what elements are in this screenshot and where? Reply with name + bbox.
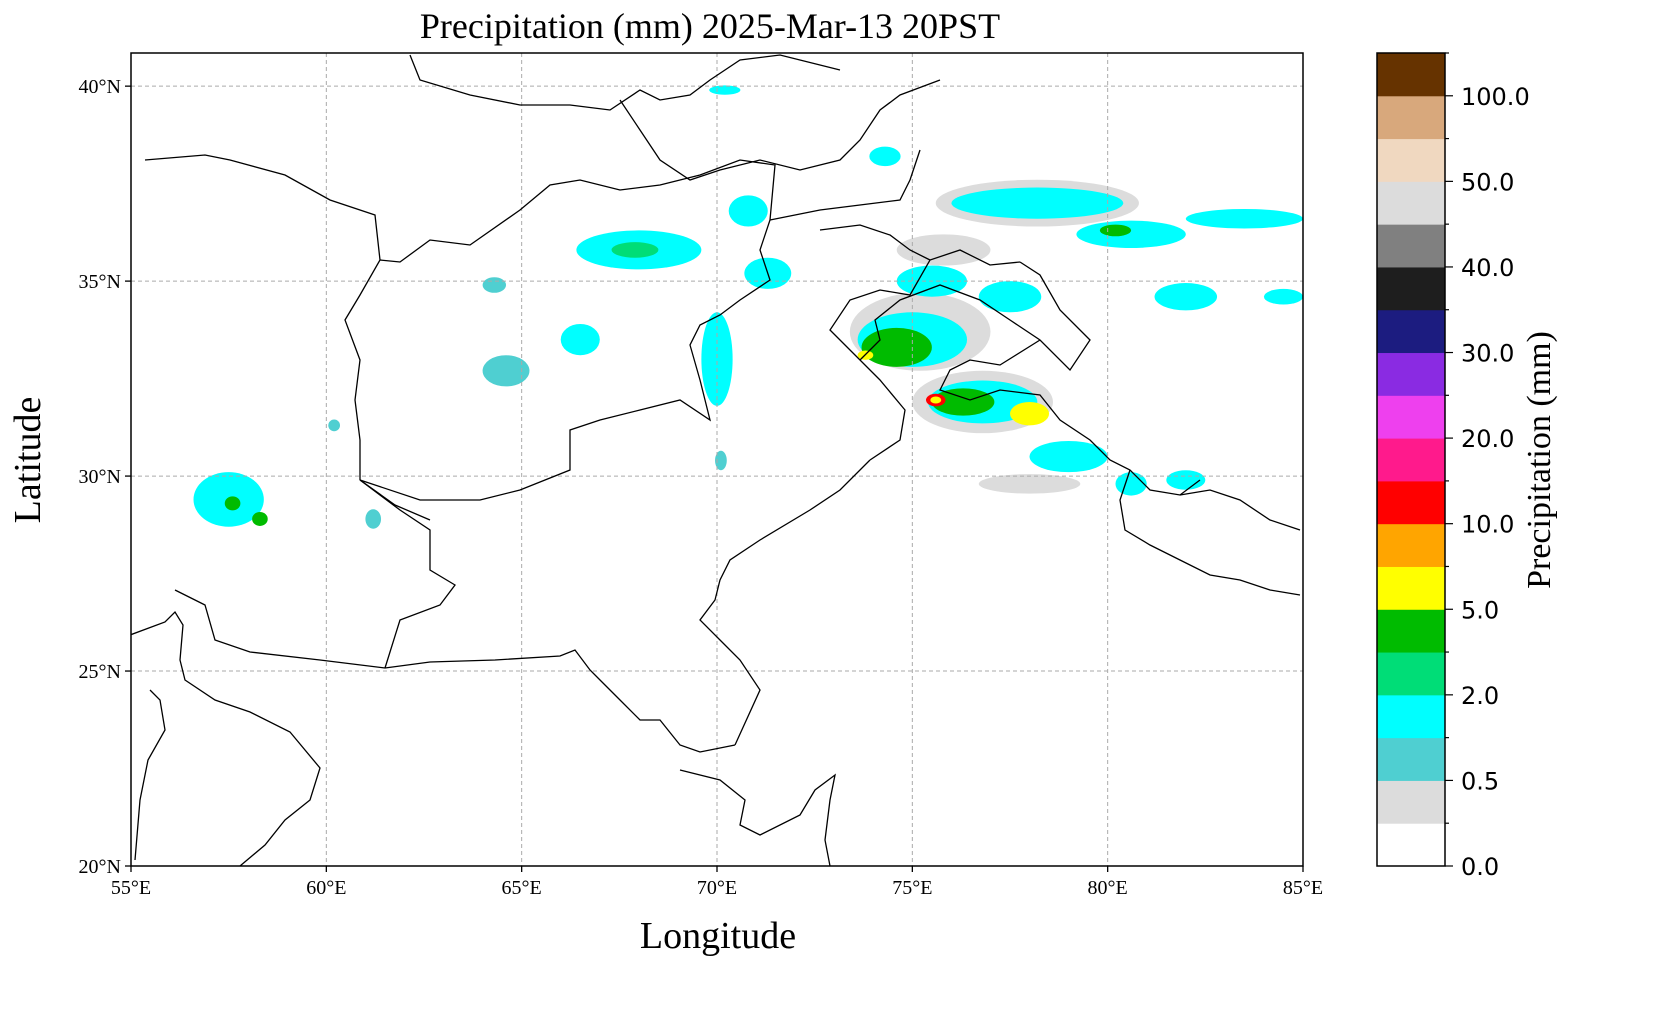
colorbar-tick-label: 100.0 [1461,83,1530,111]
border-pakistan-india [699,459,871,746]
colorbar-tick-label: 50.0 [1461,168,1514,196]
colorbar-tick-label: 30.0 [1461,340,1514,368]
colorbar-segment [1377,352,1445,396]
colorbar-segment [1377,181,1445,225]
colorbar-segment [1377,523,1445,567]
border-wakhan [819,224,931,261]
precip-cell [709,85,741,95]
colorbar-segment [1377,395,1445,439]
y-tick-label: 35°N [79,271,121,293]
coastline-arabian-sea [131,610,321,866]
border-nepal-north [1179,489,1301,531]
colorbar-frame [1376,52,1446,867]
colorbar-segment [1377,780,1445,824]
colorbar: 0.0 0.5 2.0 5.0 10.0 20.0 30.0 40.0 50.0 100.0 [1376,52,1530,881]
x-tick-label: 60°E [306,877,346,899]
colorbar-segment [1377,138,1445,182]
colorbar-segment [1377,652,1445,696]
border-central-asia [409,54,841,111]
colorbar-tick-label: 20.0 [1461,425,1514,453]
coastline-india-west [679,769,836,866]
precip-cell [1166,470,1206,490]
colorbar-segment [1377,823,1445,867]
country-borders [131,54,1301,866]
precip-cell [978,474,1081,494]
y-tick-label: 20°N [79,856,121,878]
colorbar-segment [1377,737,1445,781]
precip-cell [1010,401,1050,426]
precipitation-field [193,85,1303,529]
colorbar-label: Precipitation (mm) [1521,331,1558,589]
precip-cell [1154,283,1218,311]
colorbar-tick-label: 0.5 [1461,767,1499,795]
map-plot-area [131,53,1303,866]
precip-cell [252,511,268,526]
precip-cell [701,312,733,406]
border-misc [359,479,431,521]
x-tick-label: 65°E [502,877,542,899]
y-axis-label: Latitude [7,397,49,524]
x-tick-label: 80°E [1088,877,1128,899]
precip-cell [951,187,1124,219]
coastline-oman [134,689,166,861]
border-pakistan-india-north [829,249,1021,461]
map-title: Precipitation (mm) 2025-Mar-13 20PST [420,6,1000,46]
precip-cell [482,355,530,387]
colorbar-segment [1377,53,1445,97]
x-axis-ticks: 55°E 60°E 65°E 70°E 75°E 80°E 85°E [111,866,1323,899]
precip-cell [728,195,768,227]
colorbar-tick-label: 10.0 [1461,511,1514,539]
x-tick-label: 55°E [111,877,151,899]
x-tick-label: 85°E [1283,877,1323,899]
x-axis-label: Longitude [640,915,796,957]
precip-cell [1076,220,1186,248]
precip-cell [869,146,901,167]
precip-cell [328,419,341,432]
x-tick-label: 70°E [697,877,737,899]
colorbar-segment [1377,694,1445,739]
border-pakistan-iran [359,479,456,669]
colorbar-segment [1377,609,1445,653]
precip-cell [896,234,991,266]
colorbar-tick-label: 40.0 [1461,254,1514,282]
border-nepal [1119,469,1301,596]
precip-cell [1099,224,1132,237]
precip-cell [1263,288,1303,305]
precip-cell [1185,208,1303,229]
colorbar-tick-label: 5.0 [1461,596,1499,624]
border-afghanistan-pakistan-north [359,159,776,501]
colorbar-segment [1377,309,1445,354]
x-tick-label: 75°E [892,877,932,899]
y-tick-label: 40°N [79,76,121,98]
border-tajikistan [619,79,941,181]
precip-cell [930,396,942,404]
border-india-tibet [939,339,1201,496]
colorbar-segment [1377,566,1445,610]
precip-cell [365,509,382,529]
colorbar-segment [1377,224,1445,268]
precip-cell [224,496,241,511]
precip-cell [1029,440,1108,473]
precip-cell [482,277,507,293]
precip-cell [715,450,727,471]
y-tick-label: 25°N [79,661,121,683]
colorbar-segment [1377,438,1445,482]
border-kashmir-loc [859,261,1091,372]
colorbar-segment [1377,95,1445,140]
precip-cell [611,242,659,258]
colorbar-segment [1377,266,1445,311]
colorbar-segment [1377,480,1445,525]
coastline-gulf [174,589,736,753]
colorbar-tick-label: 0.0 [1461,853,1499,881]
graticule-grid [131,53,1303,866]
y-axis-ticks: 20°N 25°N 30°N 35°N 40°N [79,76,131,878]
y-tick-label: 30°N [79,466,121,488]
precip-cell [931,388,995,416]
colorbar-tick-label: 2.0 [1461,682,1499,710]
precip-cell [560,324,600,356]
border-china-pakistan [769,149,921,221]
precip-cell [978,281,1042,313]
